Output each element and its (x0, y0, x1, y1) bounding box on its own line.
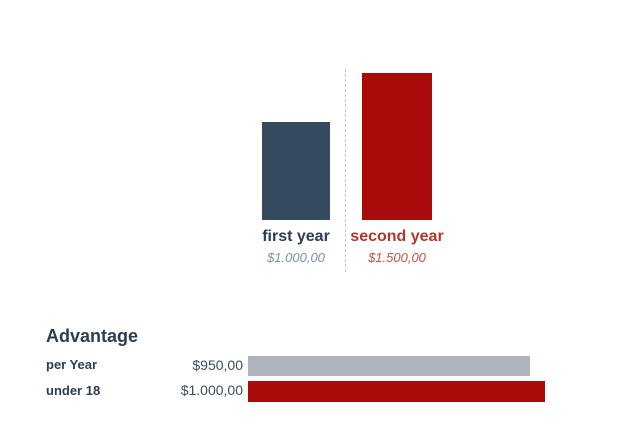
bar-second-year (362, 73, 432, 220)
advantage-title: Advantage (46, 326, 139, 346)
row-value-under-18: $1.000,00 (180, 382, 243, 398)
bar-per-year (248, 356, 530, 376)
chart-divider-dashed-line (345, 69, 346, 272)
value-label-first-year: $1.000,00 (267, 250, 325, 265)
bar-first-year (262, 122, 330, 220)
category-label-first-year: first year (262, 228, 330, 245)
bar-under-18 (248, 381, 545, 402)
vertical-bars-plot-area (0, 73, 641, 220)
category-label-second-year: second year (350, 228, 444, 245)
row-label-under-18: under 18 (46, 383, 101, 398)
row-label-per-year: per Year (46, 357, 98, 372)
row-value-per-year: $950,00 (192, 357, 243, 373)
value-label-second-year: $1.500,00 (368, 250, 426, 265)
